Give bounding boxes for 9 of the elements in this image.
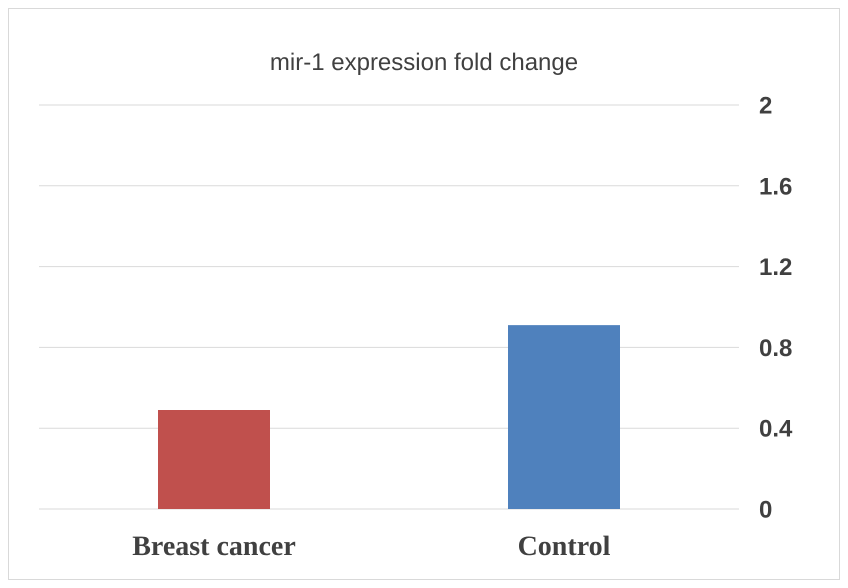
x-tick-label: Breast cancer xyxy=(132,530,296,562)
chart-title: mir-1 expression fold change xyxy=(268,48,580,78)
y-tick-label: 2 xyxy=(759,92,772,120)
y-tick-label: 0 xyxy=(759,496,772,524)
y-tick-label: 1.6 xyxy=(759,173,792,200)
x-tick-label: Control xyxy=(518,530,611,562)
y-tick-label: 0.4 xyxy=(759,416,794,443)
y-tick-label: 0.8 xyxy=(759,334,792,362)
y-tick-label: 1.2 xyxy=(759,254,792,282)
